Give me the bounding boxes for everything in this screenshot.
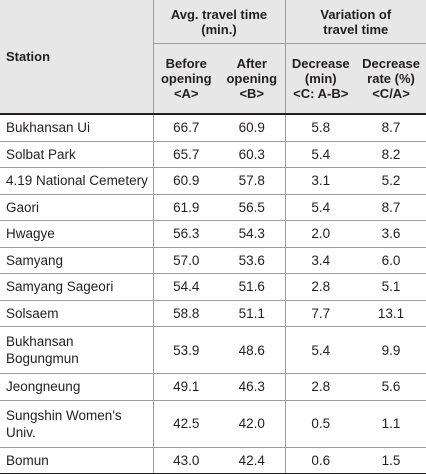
table-row: Samyang 57.0 53.6 3.4 6.0 xyxy=(0,247,426,274)
rate-cell: 5.6 xyxy=(356,373,426,401)
decrease-cell: 0.5 xyxy=(284,400,356,448)
table-row: Bomun 43.0 42.4 0.6 1.5 xyxy=(0,447,426,474)
station-cell: Solbat Park xyxy=(0,141,154,168)
after-cell: 57.8 xyxy=(219,167,285,195)
table-header: Station Avg. travel time (min.) Variatio… xyxy=(0,0,426,115)
after-cell: 54.3 xyxy=(219,220,285,248)
after-cell: 56.5 xyxy=(219,194,285,221)
station-column-header: Station xyxy=(0,0,154,115)
before-cell: 65.7 xyxy=(153,141,219,168)
before-cell: 53.9 xyxy=(153,326,219,374)
rate-cell: 5.2 xyxy=(356,167,426,195)
table-row: Gaori 61.9 56.5 5.4 8.7 xyxy=(0,194,426,221)
table-body: Bukhansan Ui 66.7 60.9 5.8 8.7 Solbat Pa… xyxy=(0,114,426,474)
table-row: Sungshin Women's Univ. 42.5 42.0 0.5 1.1 xyxy=(0,400,426,448)
decrease-cell: 7.7 xyxy=(284,300,356,327)
rate-cell: 6.0 xyxy=(356,247,426,274)
before-cell: 60.9 xyxy=(153,167,219,195)
after-opening-header: After opening <B> xyxy=(219,43,285,115)
after-cell: 53.6 xyxy=(219,247,285,274)
station-cell: Bomun xyxy=(0,447,154,474)
before-opening-header: Before opening <A> xyxy=(153,43,219,115)
decrease-cell: 5.4 xyxy=(284,326,356,374)
table-row: Samyang Sageori 54.4 51.6 2.8 5.1 xyxy=(0,273,426,301)
table-row: Solsaem 58.8 51.1 7.7 13.1 xyxy=(0,300,426,327)
after-cell: 48.6 xyxy=(219,326,285,374)
rate-cell: 5.1 xyxy=(356,273,426,301)
decrease-cell: 5.4 xyxy=(284,141,356,168)
table-row: Bukhansan Bogungmun 53.9 48.6 5.4 9.9 xyxy=(0,326,426,374)
decrease-cell: 2.8 xyxy=(284,373,356,401)
table-row: Jeongneung 49.1 46.3 2.8 5.6 xyxy=(0,373,426,401)
after-cell: 51.1 xyxy=(219,300,285,327)
rate-cell: 1.1 xyxy=(356,400,426,448)
avg-travel-time-group-header: Avg. travel time (min.) xyxy=(153,0,285,44)
decrease-cell: 3.1 xyxy=(284,167,356,195)
after-cell: 60.3 xyxy=(219,141,285,168)
station-cell: Samyang Sageori xyxy=(0,273,154,301)
decrease-min-header: Decrease (min) <C: A-B> xyxy=(284,43,356,115)
table-row: Solbat Park 65.7 60.3 5.4 8.2 xyxy=(0,141,426,168)
variation-group-header: Variation of travel time xyxy=(284,0,426,44)
station-cell: Sungshin Women's Univ. xyxy=(0,400,154,448)
rate-cell: 8.2 xyxy=(356,141,426,168)
decrease-cell: 0.6 xyxy=(284,447,356,474)
decrease-rate-header: Decrease rate (%) <C/A> xyxy=(356,43,426,115)
station-cell: Bukhansan Ui xyxy=(0,114,154,142)
before-cell: 43.0 xyxy=(153,447,219,474)
rate-cell: 8.7 xyxy=(356,194,426,221)
before-cell: 49.1 xyxy=(153,373,219,401)
before-cell: 66.7 xyxy=(153,114,219,142)
station-cell: Samyang xyxy=(0,247,154,274)
after-cell: 51.6 xyxy=(219,273,285,301)
table-row: Hwagye 56.3 54.3 2.0 3.6 xyxy=(0,220,426,248)
rate-cell: 13.1 xyxy=(356,300,426,327)
before-cell: 57.0 xyxy=(153,247,219,274)
before-cell: 58.8 xyxy=(153,300,219,327)
decrease-cell: 5.8 xyxy=(284,114,356,142)
after-cell: 42.0 xyxy=(219,400,285,448)
table-row: Bukhansan Ui 66.7 60.9 5.8 8.7 xyxy=(0,114,426,142)
before-cell: 56.3 xyxy=(153,220,219,248)
after-cell: 46.3 xyxy=(219,373,285,401)
station-cell: Bukhansan Bogungmun xyxy=(0,326,154,374)
rate-cell: 9.9 xyxy=(356,326,426,374)
decrease-cell: 3.4 xyxy=(284,247,356,274)
after-cell: 60.9 xyxy=(219,114,285,142)
rate-cell: 1.5 xyxy=(356,447,426,474)
station-cell: 4.19 National Cemetery xyxy=(0,167,154,195)
station-cell: Jeongneung xyxy=(0,373,154,401)
station-cell: Solsaem xyxy=(0,300,154,327)
rate-cell: 8.7 xyxy=(356,114,426,142)
decrease-cell: 2.8 xyxy=(284,273,356,301)
before-cell: 61.9 xyxy=(153,194,219,221)
before-cell: 54.4 xyxy=(153,273,219,301)
station-cell: Hwagye xyxy=(0,220,154,248)
station-cell: Gaori xyxy=(0,194,154,221)
decrease-cell: 2.0 xyxy=(284,220,356,248)
after-cell: 42.4 xyxy=(219,447,285,474)
table-row: 4.19 National Cemetery 60.9 57.8 3.1 5.2 xyxy=(0,167,426,195)
before-cell: 42.5 xyxy=(153,400,219,448)
rate-cell: 3.6 xyxy=(356,220,426,248)
decrease-cell: 5.4 xyxy=(284,194,356,221)
